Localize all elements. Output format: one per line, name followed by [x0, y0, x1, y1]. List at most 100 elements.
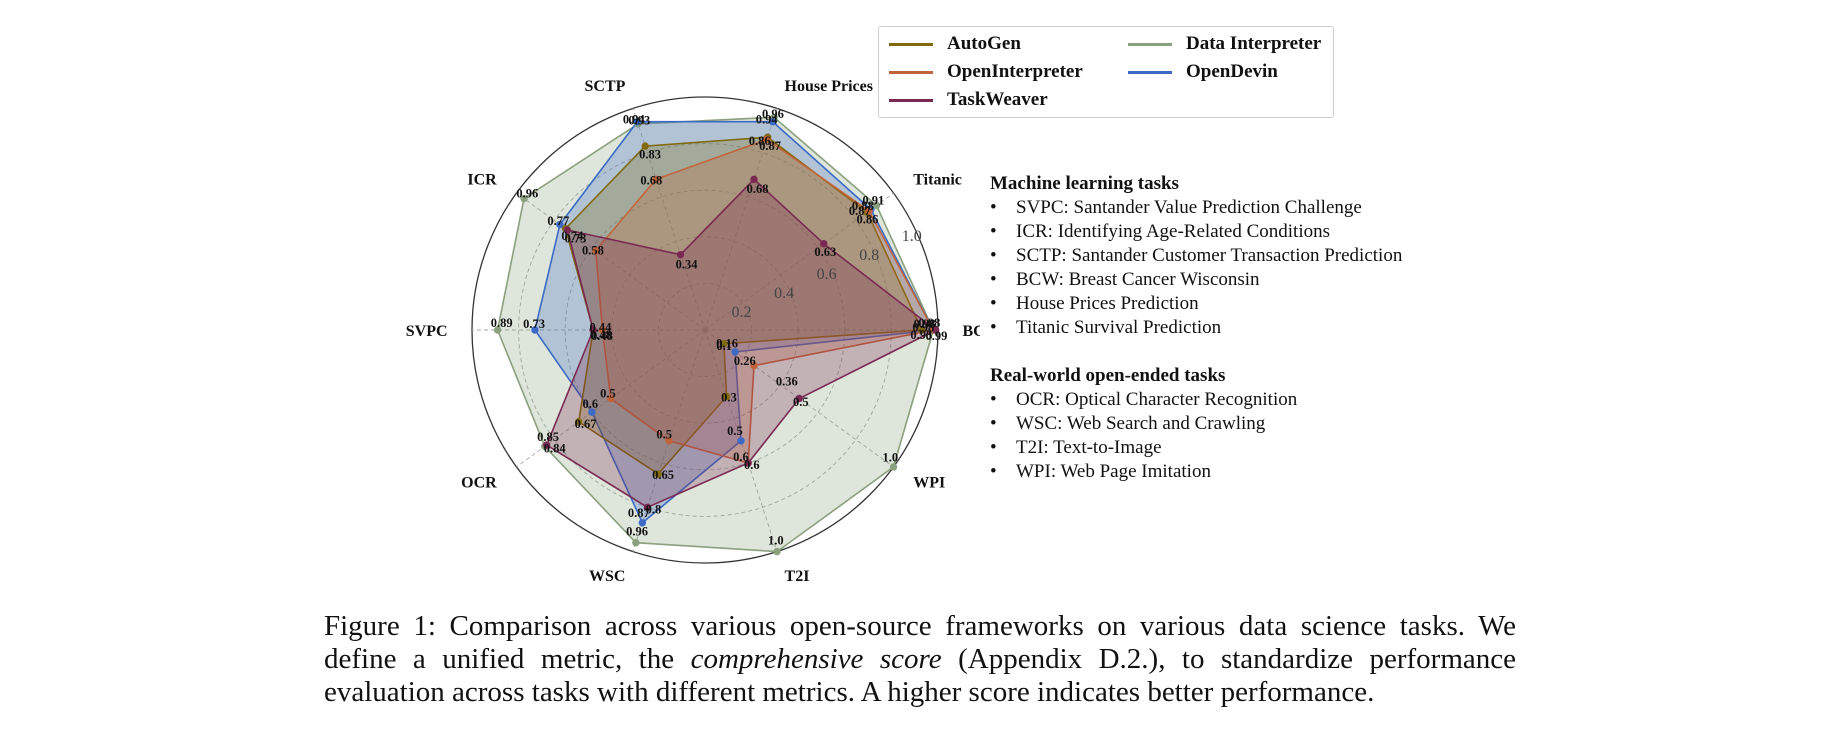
data-point-data-interpreter [493, 326, 502, 334]
value-label-autogen: 0.83 [639, 148, 661, 162]
radar-chart: 0.2 0.4 0.6 0.8 1.0 BCW Titanic House Prices SCT… [406, 78, 980, 585]
data-point-data-interpreter [773, 547, 781, 556]
value-label-opendevin: 0.94 [756, 113, 779, 127]
grid-spoke [516, 192, 706, 331]
axis-label-bcw: BCW [962, 323, 980, 340]
data-point-taskweaver [931, 326, 940, 334]
value-label-extra: 0.36 [776, 374, 798, 388]
data-point-openinterpreter [598, 326, 607, 334]
value-label-autogen: 0.87 [759, 139, 781, 153]
value-label-autogen: 0.74 [561, 229, 584, 243]
list-item: • Titanic Survival Prediction [990, 317, 1222, 338]
axis-label-ocr: OCR [461, 474, 497, 491]
value-label-openinterpreter: 0.58 [582, 244, 604, 258]
legend-swatch-data-interpreter [1128, 42, 1172, 46]
data-point-autogen [641, 142, 649, 150]
value-label-opendevin: 0.77 [547, 214, 569, 228]
value-label-openinterpreter: 0.5 [600, 387, 616, 401]
value-label-taskweaver: 0.8 [646, 502, 662, 516]
data-point-taskweaver [744, 459, 752, 467]
value-label-taskweaver: 0.68 [747, 182, 769, 196]
value-label-taskweaver: 0.34 [676, 257, 699, 271]
value-label-openinterpreter: 0.87 [849, 204, 871, 218]
axis-label-wsc: WSC [589, 568, 625, 585]
value-label-taskweaver: 0.48 [591, 329, 613, 343]
radial-tick-label: 0.4 [774, 285, 794, 302]
legend-item-autogen: AutoGen [889, 33, 1021, 55]
data-point-taskweaver [542, 441, 551, 449]
legend-item-openinterpreter: OpenInterpreter [889, 61, 1083, 83]
axis-label-house-prices: House Prices [785, 78, 873, 95]
grid-spoke [704, 329, 778, 552]
value-label-autogen: 0.93 [910, 328, 932, 342]
data-point-data-interpreter [872, 201, 881, 210]
value-label-openinterpreter: 0.98 [912, 321, 934, 335]
data-point-openinterpreter [652, 175, 660, 184]
axis-label-t2i: T2I [785, 568, 810, 585]
value-label-taskweaver: 0.5 [793, 395, 809, 409]
legend-swatch-taskweaver [889, 98, 933, 102]
value-label-taskweaver: 0.6 [744, 458, 760, 472]
legend-label-opendevin: OpenDevin [1186, 61, 1278, 82]
radial-tick-label: 0.2 [732, 304, 752, 321]
data-point-opendevin [531, 326, 539, 334]
value-label-data-interpreter: 0.85 [537, 430, 559, 444]
data-point-taskweaver [820, 240, 828, 248]
data-point-taskweaver [676, 250, 685, 259]
data-point-openinterpreter [665, 437, 673, 445]
chart-legend: AutoGen Data Interpreter OpenInterpreter… [878, 26, 1334, 118]
data-point-taskweaver [750, 175, 758, 184]
data-point-autogen [654, 470, 662, 478]
data-point-data-interpreter [889, 463, 898, 471]
data-point-openinterpreter [865, 207, 873, 215]
data-point-opendevin [737, 437, 745, 445]
grid-spoke [632, 329, 706, 552]
data-point-opendevin [633, 117, 642, 126]
axis-label-svpc: SVPC [406, 323, 448, 340]
value-label-autogen: 0.67 [575, 417, 597, 431]
list-item: • House Prices Prediction [990, 293, 1199, 314]
data-point-opendevin [638, 519, 647, 527]
value-label-openinterpreter: 0.26 [734, 354, 756, 368]
value-label-opendevin: 0.88 [852, 199, 874, 213]
data-point-openinterpreter [591, 246, 600, 255]
legend-swatch-autogen [889, 42, 933, 46]
data-point-taskweaver [563, 226, 572, 234]
value-label-autogen: 0.3 [721, 390, 737, 404]
legend-swatch-opendevin [1128, 70, 1172, 74]
value-label-data-interpreter: 0.93 [628, 114, 650, 128]
axis-label-wpi: WPI [913, 474, 945, 491]
data-point-openinterpreter [750, 361, 758, 370]
legend-item-data-interpreter: Data Interpreter [1128, 33, 1321, 55]
data-point-openinterpreter [763, 135, 771, 144]
caption-emphasis: comprehensive score [690, 643, 942, 675]
ml-tasks-list: • SVPC: Santander Value Prediction Challe… [990, 196, 1402, 340]
value-label-autogen: 0.65 [652, 468, 674, 482]
value-label-taskweaver: 0.63 [814, 245, 836, 259]
grid-ring [657, 282, 753, 378]
value-label-opendevin: 0.73 [523, 317, 545, 331]
value-label-data-interpreter: 0.96 [626, 525, 648, 539]
radial-tick-label: 0.8 [859, 247, 879, 264]
data-point-autogen [720, 339, 728, 348]
axis-label-icr: ICR [467, 172, 497, 189]
list-item: • ICR: Identifying Age-Related Conditions [990, 221, 1330, 242]
list-item: • SCTP: Santander Customer Transaction Pr… [990, 245, 1403, 266]
value-label-openinterpreter: 0.86 [749, 134, 771, 148]
legend-item-opendevin: OpenDevin [1128, 61, 1278, 83]
value-label-data-interpreter: 1.0 [768, 534, 784, 548]
legend-label-autogen: AutoGen [947, 33, 1021, 54]
grid-spoke [632, 108, 706, 331]
value-label-autogen: 0.48 [590, 328, 612, 342]
data-point-autogen [575, 418, 583, 426]
data-point-opendevin [768, 117, 777, 126]
data-point-opendevin [588, 408, 596, 416]
task-descriptions: Machine learning tasks • SVPC: Santander … [990, 172, 1402, 484]
value-label-opendevin: 0.94 [623, 113, 646, 127]
legend-label-openinterpreter: OpenInterpreter [947, 61, 1083, 82]
data-point-opendevin [731, 348, 739, 356]
value-label-taskweaver: 0.73 [564, 231, 586, 245]
list-item: • BCW: Breast Cancer Wisconsin [990, 269, 1260, 290]
grid-spoke [704, 192, 894, 331]
value-label-data-interpreter: 0.89 [491, 316, 513, 330]
